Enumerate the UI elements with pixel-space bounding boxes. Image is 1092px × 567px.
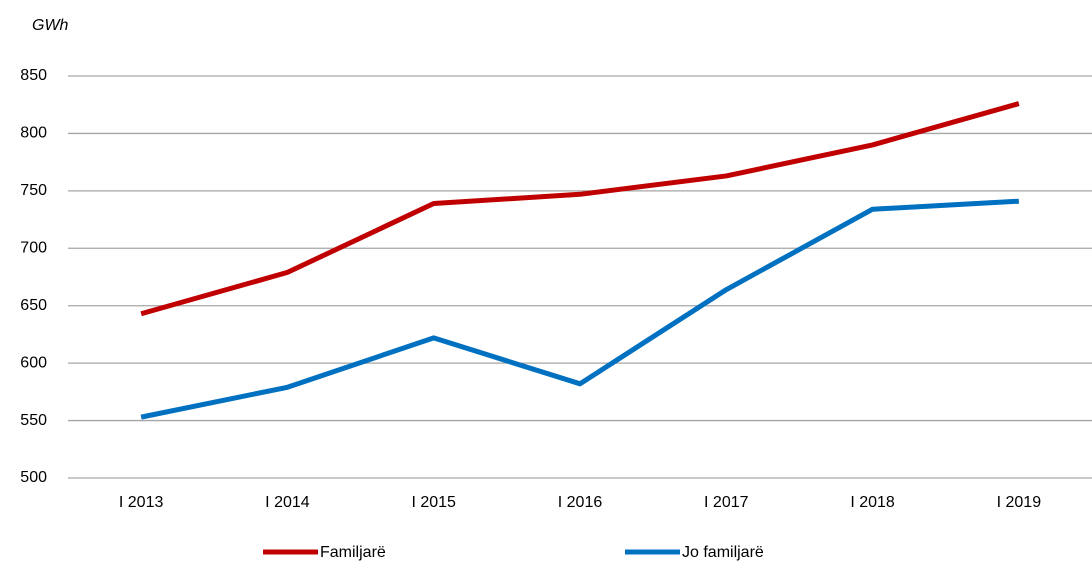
legend-label: Familjarë [320,544,386,561]
y-tick-label: 800 [20,125,47,142]
y-tick-label: 750 [20,182,47,199]
y-tick-label: 600 [20,354,47,371]
x-tick-label: I 2015 [411,494,456,511]
x-tick-label: I 2018 [850,494,895,511]
x-tick-label: I 2016 [558,494,603,511]
y-axis-label: GWh [32,17,69,34]
x-tick-label: I 2014 [265,494,310,511]
legend-label: Jo familjarë [682,544,764,561]
y-tick-label: 500 [20,469,47,486]
x-tick-label: I 2019 [997,494,1042,511]
y-tick-label: 550 [20,412,47,429]
x-tick-label: I 2013 [119,494,164,511]
y-tick-label: 650 [20,297,47,314]
x-tick-label: I 2017 [704,494,749,511]
y-tick-label: 700 [20,240,47,257]
series-line [140,101,1020,317]
series-line [140,198,1019,420]
y-tick-label: 850 [20,67,47,84]
